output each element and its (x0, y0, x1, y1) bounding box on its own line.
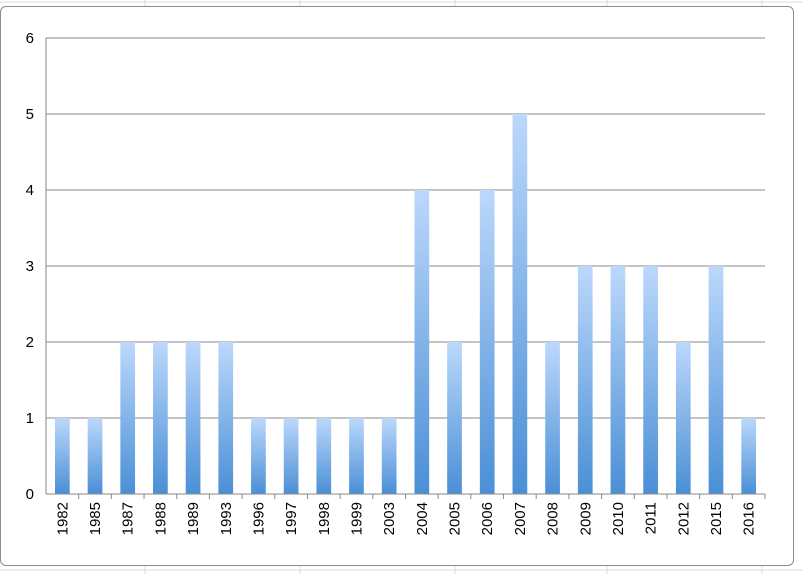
x-tick-label: 1997 (283, 502, 300, 535)
x-tick-label: 2015 (708, 502, 725, 535)
x-tick-label: 2003 (381, 502, 398, 535)
bar-1999 (349, 418, 364, 494)
y-tick-label: 3 (26, 258, 34, 275)
y-tick-label: 5 (26, 106, 34, 123)
x-tick-label: 2007 (512, 502, 529, 535)
bar-1987 (120, 342, 136, 494)
x-tick-label: 1987 (120, 502, 137, 535)
x-tick-label: 1996 (250, 502, 267, 535)
bar-1989 (185, 342, 201, 494)
bar-2008 (545, 342, 560, 494)
bar-2012 (675, 342, 691, 494)
y-tick-label: 6 (26, 30, 34, 47)
x-tick-label: 1998 (316, 502, 333, 535)
bar-1982 (54, 418, 70, 494)
x-tick-label: 1988 (152, 502, 169, 535)
bar-2004 (414, 190, 430, 494)
x-tick-label: 2005 (447, 502, 464, 535)
bar-1988 (153, 342, 168, 494)
x-tick-label: 1985 (87, 502, 104, 535)
y-tick-labels: 0 1 2 3 4 5 6 (26, 30, 34, 503)
bar-1993 (218, 342, 234, 494)
x-tick-label: 2012 (675, 502, 692, 535)
bar-1997 (283, 418, 299, 494)
bar-2016 (741, 418, 757, 494)
y-tick-label: 4 (26, 182, 34, 199)
bar-2011 (643, 266, 658, 494)
bars (54, 114, 757, 494)
x-tick-label: 1999 (348, 502, 365, 535)
x-tick-labels: 1982 1985 1987 1988 1989 1993 1996 1997 1998 1999… (54, 502, 757, 535)
bar-1985 (87, 418, 103, 494)
x-tick-label: 2004 (414, 502, 431, 535)
x-tick-label: 2006 (479, 502, 496, 535)
bar-1996 (251, 418, 266, 494)
x-tick-label: 2016 (741, 502, 758, 535)
bar-2007 (512, 114, 528, 494)
x-tick-label: 2008 (545, 502, 562, 535)
x-tick-label: 1982 (54, 502, 71, 535)
bar-2005 (447, 342, 462, 494)
x-tick-label: 1989 (185, 502, 202, 535)
y-tick-label: 1 (26, 410, 34, 427)
x-tick-label: 2011 (643, 502, 660, 534)
y-tick-label: 0 (26, 486, 34, 503)
x-tick-label: 2009 (577, 502, 594, 535)
bar-2015 (708, 266, 724, 494)
bar-2003 (381, 418, 397, 494)
y-tick-label: 2 (26, 334, 34, 351)
axes (45, 38, 766, 499)
bar-1998 (316, 418, 332, 494)
bar-2009 (577, 266, 593, 494)
x-tick-label: 2010 (610, 502, 627, 535)
bar-2006 (479, 190, 495, 494)
bar-2010 (610, 266, 626, 494)
x-tick-label: 1993 (218, 502, 235, 535)
